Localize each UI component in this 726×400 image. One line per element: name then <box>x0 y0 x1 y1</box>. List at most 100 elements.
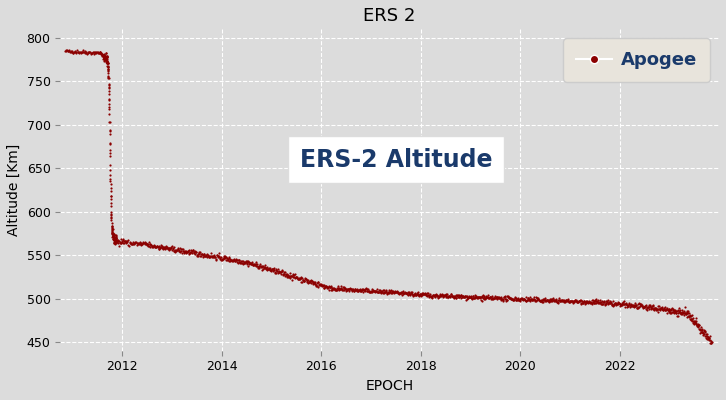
Point <box>98 54 110 60</box>
Point <box>99 57 111 64</box>
Point <box>652 305 664 312</box>
Point <box>237 258 249 265</box>
Point <box>102 58 113 64</box>
Point <box>105 214 117 221</box>
Point <box>669 307 680 313</box>
Point <box>258 265 270 271</box>
Point <box>689 318 701 325</box>
Point <box>361 288 372 294</box>
Point <box>679 310 690 316</box>
Point <box>401 291 412 297</box>
Point <box>639 303 650 309</box>
Point <box>518 296 530 302</box>
Point <box>466 296 478 302</box>
Point <box>664 305 675 312</box>
Point <box>111 236 123 243</box>
Point <box>653 303 664 310</box>
Point <box>549 298 560 304</box>
Point <box>265 267 277 273</box>
Point <box>683 310 695 316</box>
Point <box>99 55 111 61</box>
Point <box>631 304 643 311</box>
Point <box>441 294 452 300</box>
Point <box>133 240 144 246</box>
Point <box>449 292 461 299</box>
Point <box>401 290 413 296</box>
Point <box>227 258 239 264</box>
Point <box>622 302 634 308</box>
Point <box>626 303 637 309</box>
Point <box>514 298 526 304</box>
Point <box>219 254 230 260</box>
Point <box>428 293 440 300</box>
Point <box>199 251 211 258</box>
Point <box>581 298 592 305</box>
Point <box>526 296 538 303</box>
Point <box>443 294 454 300</box>
Point <box>110 232 122 238</box>
Point <box>647 303 658 309</box>
Point <box>662 307 674 313</box>
Point <box>569 296 581 303</box>
Point <box>698 328 710 334</box>
Point <box>370 288 381 294</box>
Point <box>363 288 375 294</box>
Point <box>192 250 204 256</box>
Point <box>293 276 305 282</box>
Point <box>168 243 179 250</box>
Point <box>610 300 621 306</box>
Point <box>175 246 187 252</box>
Point <box>653 306 665 312</box>
Point <box>306 278 318 285</box>
Point <box>153 246 165 252</box>
Point <box>195 251 207 258</box>
Point <box>98 54 110 61</box>
Point <box>318 285 330 291</box>
Point <box>110 234 122 241</box>
Point <box>73 50 84 56</box>
Point <box>587 299 599 305</box>
Point <box>451 295 462 301</box>
Point <box>355 288 367 294</box>
Point <box>163 245 175 252</box>
Point <box>693 321 704 327</box>
Point <box>86 50 97 57</box>
Point <box>401 290 412 296</box>
Point <box>605 299 617 305</box>
Point <box>212 254 224 260</box>
Point <box>527 296 539 303</box>
Point <box>109 236 121 242</box>
Point <box>301 276 312 283</box>
Point <box>324 284 335 290</box>
Point <box>266 267 277 274</box>
Point <box>514 296 526 302</box>
Point <box>692 324 703 330</box>
Point <box>702 334 714 341</box>
Point <box>356 288 367 294</box>
Point <box>641 305 653 311</box>
Point <box>99 56 110 62</box>
Point <box>677 306 688 313</box>
Point <box>584 299 596 306</box>
Point <box>471 294 483 300</box>
Point <box>555 298 566 304</box>
Point <box>202 252 213 258</box>
Point <box>494 295 505 302</box>
Title: ERS 2: ERS 2 <box>364 7 416 25</box>
Point <box>269 269 281 276</box>
Point <box>507 296 518 302</box>
Point <box>689 320 701 326</box>
Point <box>181 250 192 256</box>
Point <box>110 234 122 240</box>
Point <box>477 292 489 298</box>
Point <box>303 277 315 284</box>
Point <box>658 306 669 313</box>
Point <box>160 243 171 249</box>
Point <box>269 268 280 275</box>
Point <box>523 296 535 302</box>
Point <box>560 296 572 303</box>
Point <box>654 305 666 311</box>
Point <box>348 286 359 293</box>
Point <box>638 304 650 310</box>
Point <box>102 70 114 76</box>
